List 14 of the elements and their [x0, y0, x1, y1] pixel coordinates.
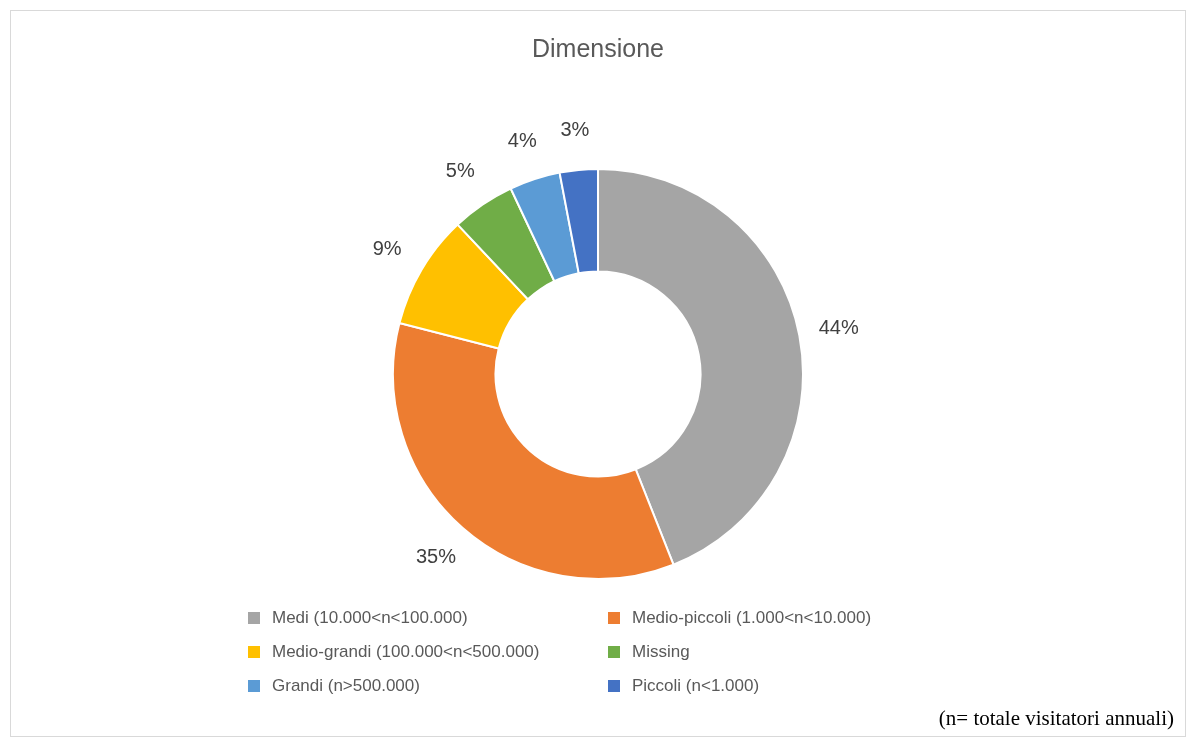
data-label: 5% [445, 158, 475, 181]
legend-label: Missing [632, 642, 690, 662]
data-label: 44% [818, 315, 859, 338]
legend-label: Medio-grandi (100.000<n<500.000) [272, 642, 540, 662]
legend-label: Grandi (n>500.000) [272, 676, 420, 696]
data-label: 9% [372, 236, 402, 259]
data-label: 3% [560, 117, 590, 140]
text: (n= totale visitatori annuali) [938, 706, 1174, 731]
data-label: 4% [507, 128, 537, 151]
legend-label: Medi (10.000<n<100.000) [272, 608, 468, 628]
legend-label: Medio-piccoli (1.000<n<10.000) [632, 608, 872, 628]
chart-title: Dimensione [531, 34, 665, 63]
data-label: 35% [415, 545, 457, 568]
legend-label: Piccoli (n<1.000) [632, 676, 760, 696]
